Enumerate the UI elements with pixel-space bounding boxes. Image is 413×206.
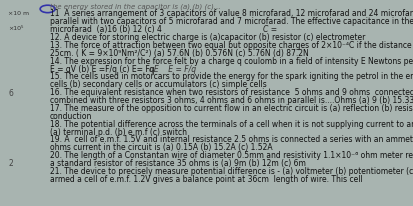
Text: a standard resistor of resistance 35 ohms is (a) 9m (b) 12m (c) 6m: a standard resistor of resistance 35 ohm… (50, 158, 305, 167)
Text: ohms current in the circuit is (a) 0.15A (b) 15.2A (c) 1.52A: ohms current in the circuit is (a) 0.15A… (50, 143, 272, 151)
Text: 16. The equivalent resistance when two resistors of resistance  5 ohms and 9 ohm: 16. The equivalent resistance when two r… (50, 88, 413, 97)
Text: cells (b) secondary cells or accumulators (c) simple cells: cells (b) secondary cells or accumulator… (50, 80, 266, 89)
Text: 17. The measure of the opposition to current flow in an electric circuit is (a) : 17. The measure of the opposition to cur… (50, 103, 413, 112)
Text: 19. A  cell of e.m.f. 1.5V and internal resistance 2.5 ohms is connected a serie: 19. A cell of e.m.f. 1.5V and internal r… (50, 135, 413, 144)
Text: 21. The device to precisely measure potential difference is - (a) voltmeter (b) : 21. The device to precisely measure pote… (50, 166, 413, 175)
Text: 2: 2 (8, 159, 13, 167)
Text: ×10 m: ×10 m (8, 11, 29, 16)
Text: 18. The potential difference across the terminals of a cell when it is not suppl: 18. The potential difference across the … (50, 119, 413, 128)
Text: combined with three resistors 3 ohms, 4 ohms and 6 ohms in parallel is....Ohms (: combined with three resistors 3 ohms, 4 … (50, 96, 413, 104)
Text: 11  A series arrangement of 3 capacitors of value 8 microfarad, 12 microfarad an: 11 A series arrangement of 3 capacitors … (50, 9, 413, 18)
Text: ×10⁵: ×10⁵ (8, 26, 24, 31)
Text: 20. The length of a Constantan wire of diameter 0.5mm and resistivity 1.1×10⁻⁶ o: 20. The length of a Constantan wire of d… (50, 150, 413, 159)
Text: (a) terminal p.d. (b) e.m.f (c) switch: (a) terminal p.d. (b) e.m.f (c) switch (50, 127, 186, 136)
Text: 15. The cells used in motorcars to provide the energy for the spark igniting the: 15. The cells used in motorcars to provi… (50, 72, 413, 81)
Text: armed a cell of e.m.f. 1.2V gives a balance point at 36cm  length of wire. This : armed a cell of e.m.f. 1.2V gives a bala… (50, 174, 361, 183)
Text: microfarad  (a)16 (b) 12 (c) 4: microfarad (a)16 (b) 12 (c) 4 (50, 25, 161, 34)
Text: the energy stored in the capacitor is (a) (b) (c)...: the energy stored in the capacitor is (a… (50, 3, 220, 10)
Text: 12. A device for storing electric charge is (a)capacitor (b) resistor (c) electr: 12. A device for storing electric charge… (50, 33, 364, 42)
Text: E = qV (b) E =F/q (c) E= Fq: E = qV (b) E =F/q (c) E= Fq (50, 64, 154, 73)
Text: qE    E = F/q: qE E = F/q (149, 64, 196, 73)
Text: parallel with two capacitors of 5 microfarad and 7 microfarad. The effective cap: parallel with two capacitors of 5 microf… (50, 17, 413, 26)
Text: 14. The expression for the force felt by a charge q coulomb in a field of intens: 14. The expression for the force felt by… (50, 56, 413, 65)
Text: conduction: conduction (50, 111, 92, 120)
Text: 25cm. ( K = 9×10⁹Nm²/C²) (a) 57.6N (b) 0.576N (c) 5.76N (d) 87.2N: 25cm. ( K = 9×10⁹Nm²/C²) (a) 57.6N (b) 0… (50, 49, 308, 57)
Text: 13. The force of attraction between two equal but opposite charges of 2×10⁻⁴C if: 13. The force of attraction between two … (50, 41, 413, 50)
Text: C =: C = (262, 25, 276, 34)
Text: 6: 6 (8, 89, 13, 97)
